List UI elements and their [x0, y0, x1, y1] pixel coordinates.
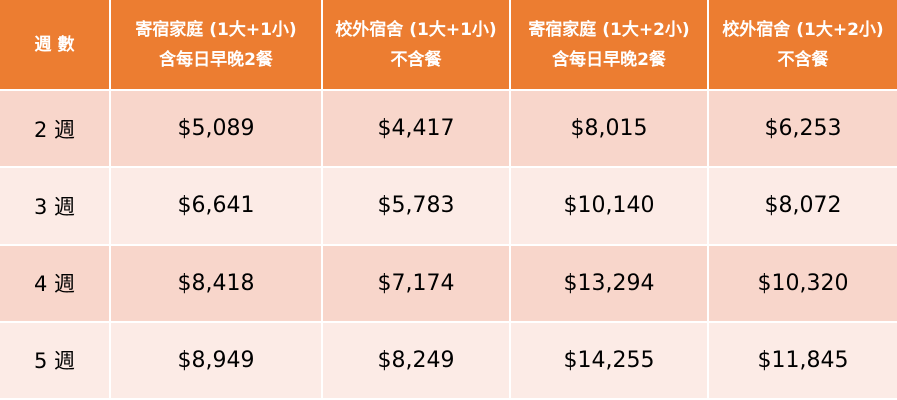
weeks-cell: 3 週: [0, 167, 111, 246]
price-cell: $5,089: [110, 90, 323, 169]
price-cell: $11,845: [708, 321, 897, 400]
weeks-cell: 5 週: [0, 321, 111, 400]
price-cell: $8,949: [110, 321, 323, 400]
header-line-1: 寄宿家庭 (1大+1小): [135, 19, 297, 40]
header-line-1: 寄宿家庭 (1大+2小): [528, 19, 690, 40]
header-row: 週 數 寄宿家庭 (1大+1小) 含每日早晚2餐 校外宿舍 (1大+1小) 不含…: [0, 0, 897, 91]
header-homestay-1-adult-2-children: 寄宿家庭 (1大+2小) 含每日早晚2餐: [510, 0, 709, 91]
table-row-2-weeks: 2 週 $5,089 $4,417 $8,015 $6,253: [0, 90, 897, 169]
table-row-3-weeks: 3 週 $6,641 $5,783 $10,140 $8,072: [0, 167, 897, 246]
header-line-1: 校外宿舍 (1大+2小): [722, 19, 884, 40]
weeks-cell: 4 週: [0, 244, 111, 323]
weeks-cell: 2 週: [0, 90, 111, 169]
header-homestay-1-adult-1-child: 寄宿家庭 (1大+1小) 含每日早晚2餐: [110, 0, 323, 91]
price-cell: $14,255: [510, 321, 709, 400]
price-cell: $10,140: [510, 167, 709, 246]
header-line-2: 不含餐: [777, 49, 829, 70]
price-cell: $13,294: [510, 244, 709, 323]
header-line-2: 不含餐: [390, 49, 442, 70]
price-cell: $8,249: [322, 321, 511, 400]
header-line-2: 含每日早晚2餐: [159, 49, 273, 70]
price-cell: $6,253: [708, 90, 897, 169]
header-weeks-label: 週 數: [34, 34, 75, 55]
header-dorm-1-adult-1-child: 校外宿舍 (1大+1小) 不含餐: [322, 0, 511, 91]
header-line-1: 校外宿舍 (1大+1小): [335, 19, 497, 40]
table-body: 2 週 $5,089 $4,417 $8,015 $6,253 3 週 $6,6…: [0, 90, 897, 400]
price-cell: $4,417: [322, 90, 511, 169]
header-line-2: 含每日早晚2餐: [552, 49, 666, 70]
header-dorm-1-adult-2-children: 校外宿舍 (1大+2小) 不含餐: [708, 0, 897, 91]
price-cell: $8,072: [708, 167, 897, 246]
table-header: 週 數 寄宿家庭 (1大+1小) 含每日早晚2餐 校外宿舍 (1大+1小) 不含…: [0, 0, 897, 91]
table-row-5-weeks: 5 週 $8,949 $8,249 $14,255 $11,845: [0, 321, 897, 400]
price-cell: $10,320: [708, 244, 897, 323]
price-cell: $5,783: [322, 167, 511, 246]
header-weeks: 週 數: [0, 0, 111, 91]
price-cell: $8,418: [110, 244, 323, 323]
price-cell: $6,641: [110, 167, 323, 246]
table-row-4-weeks: 4 週 $8,418 $7,174 $13,294 $10,320: [0, 244, 897, 323]
price-cell: $8,015: [510, 90, 709, 169]
price-cell: $7,174: [322, 244, 511, 323]
